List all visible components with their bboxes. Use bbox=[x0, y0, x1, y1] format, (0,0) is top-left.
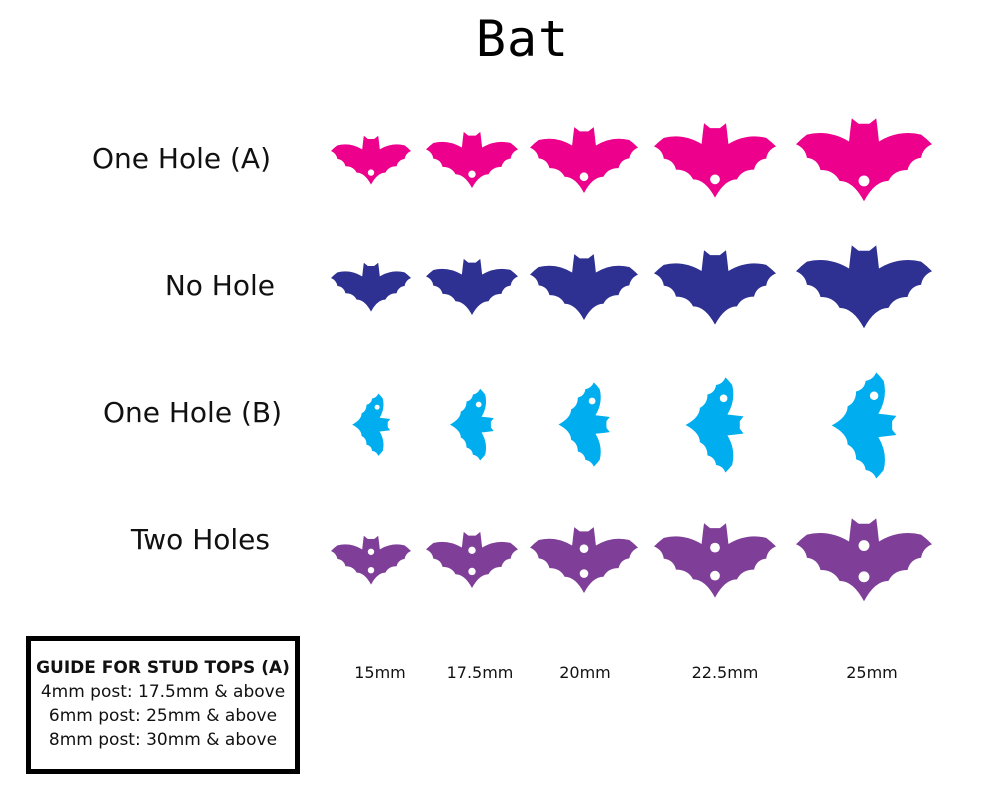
row-label-no-hole: No Hole bbox=[164, 269, 275, 302]
stud-top-guide-box: GUIDE FOR STUD TOPS (A) 4mm post: 17.5mm… bbox=[26, 636, 300, 774]
bat-one-hole-a-17-5mm bbox=[426, 131, 518, 189]
bat-shape bbox=[331, 135, 411, 185]
bat-shape bbox=[558, 382, 610, 468]
bat-one-hole-b-20mm bbox=[558, 382, 610, 468]
bat-hole bbox=[710, 542, 720, 553]
bat-shape bbox=[796, 518, 932, 602]
bat-no-hole-20mm bbox=[530, 254, 638, 320]
bat-shape bbox=[685, 377, 745, 473]
bat-two-holes-22-5mm bbox=[654, 522, 776, 598]
bat-shape bbox=[450, 389, 494, 461]
bat-hole bbox=[858, 540, 870, 552]
bat-hole bbox=[579, 569, 589, 578]
size-label-20mm: 20mm bbox=[559, 663, 611, 682]
bat-hole bbox=[367, 566, 375, 574]
bat-shape bbox=[654, 122, 776, 198]
bat-shape bbox=[331, 535, 411, 585]
size-label-15mm: 15mm bbox=[354, 663, 406, 682]
bat-hole bbox=[374, 405, 380, 411]
bat-shape bbox=[530, 254, 638, 320]
bat-shape bbox=[351, 393, 391, 457]
bat-shape bbox=[530, 127, 638, 193]
bat-one-hole-b-25mm bbox=[831, 371, 897, 479]
size-label-22-5mm: 22.5mm bbox=[691, 663, 759, 682]
bat-hole bbox=[475, 402, 482, 408]
bat-hole bbox=[367, 169, 375, 176]
bat-hole bbox=[720, 394, 728, 403]
bat-hole bbox=[579, 172, 589, 182]
bat-no-hole-22-5mm bbox=[654, 249, 776, 325]
bat-shape bbox=[331, 262, 411, 312]
bat-no-hole-15mm bbox=[331, 262, 411, 312]
bat-hole bbox=[710, 174, 720, 184]
bat-shape bbox=[831, 371, 897, 479]
guide-line-8mm: 8mm post: 30mm & above bbox=[48, 730, 278, 750]
bat-no-hole-25mm bbox=[796, 245, 932, 329]
bat-one-hole-a-20mm bbox=[530, 127, 638, 193]
bat-hole bbox=[858, 571, 870, 583]
guide-line-4mm: 4mm post: 17.5mm & above bbox=[40, 682, 286, 702]
bat-hole bbox=[468, 546, 476, 555]
bat-two-holes-20mm bbox=[530, 527, 638, 593]
bat-shape bbox=[796, 118, 932, 202]
row-label-one-hole-a: One Hole (A) bbox=[91, 142, 271, 175]
bat-one-hole-a-25mm bbox=[796, 118, 932, 202]
bat-shape bbox=[426, 131, 518, 189]
bat-one-hole-b-15mm bbox=[351, 393, 391, 457]
bat-two-holes-17-5mm bbox=[426, 531, 518, 589]
guide-line-6mm: 6mm post: 25mm & above bbox=[48, 706, 278, 726]
bat-hole bbox=[468, 567, 476, 576]
guide-heading: GUIDE FOR STUD TOPS (A) bbox=[36, 658, 290, 678]
bat-no-hole-17-5mm bbox=[426, 258, 518, 316]
bat-one-hole-b-17-5mm bbox=[450, 389, 494, 461]
bat-shape bbox=[796, 245, 932, 329]
bat-hole bbox=[869, 391, 879, 400]
bat-hole bbox=[710, 570, 720, 581]
bat-one-hole-b-22-5mm bbox=[685, 377, 745, 473]
bat-one-hole-a-22-5mm bbox=[654, 122, 776, 198]
page-title: Bat bbox=[475, 10, 570, 68]
bat-shape bbox=[426, 258, 518, 316]
bat-hole bbox=[588, 398, 596, 405]
bat-one-hole-a-15mm bbox=[331, 135, 411, 185]
bat-hole bbox=[858, 175, 870, 187]
row-label-one-hole-b: One Hole (B) bbox=[102, 396, 282, 429]
bat-hole bbox=[367, 548, 375, 555]
bat-two-holes-15mm bbox=[331, 535, 411, 585]
bat-shape bbox=[530, 527, 638, 593]
bat-two-holes-25mm bbox=[796, 518, 932, 602]
size-label-25mm: 25mm bbox=[846, 663, 898, 682]
bat-hole bbox=[468, 170, 476, 178]
bat-shape bbox=[654, 522, 776, 598]
bat-shape bbox=[654, 249, 776, 325]
row-label-two-holes: Two Holes bbox=[130, 523, 270, 556]
bat-hole bbox=[579, 544, 589, 553]
bat-shape bbox=[426, 531, 518, 589]
size-label-17-5mm: 17.5mm bbox=[446, 663, 514, 682]
